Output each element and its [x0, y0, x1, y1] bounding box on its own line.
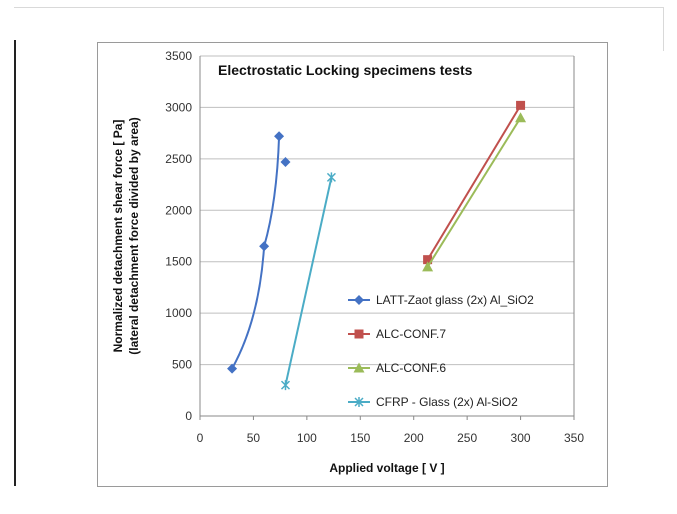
y-tick-label: 3500 [165, 49, 192, 63]
y-tick-label: 1500 [165, 255, 192, 269]
legend-marker [353, 362, 365, 373]
data-point [423, 255, 433, 265]
data-point [326, 172, 336, 183]
y-tick-label: 1000 [165, 306, 192, 320]
left-border-line [14, 40, 16, 486]
x-tick-label: 50 [247, 431, 261, 445]
y-tick-label: 2500 [165, 152, 192, 166]
y-axis-label-line2: (lateral detachment force divided by are… [127, 117, 141, 354]
y-tick-label: 2000 [165, 203, 192, 217]
series-layer [227, 100, 527, 391]
chart-frame [97, 42, 608, 487]
top-border-line [14, 7, 664, 8]
series-line [284, 177, 333, 386]
series-line [426, 117, 522, 268]
x-tick-label: 300 [511, 431, 531, 445]
data-point [280, 380, 291, 391]
legend: LATT-Zaot glass (2x) Al_SiO2 ALC-CONF.7 AL… [348, 293, 534, 409]
legend-label: ALC-CONF.7 [376, 327, 446, 341]
data-point [259, 241, 270, 252]
y-tick-label: 3000 [165, 100, 192, 114]
data-point [227, 363, 238, 374]
x-tick-label: 250 [457, 431, 477, 445]
x-tick-label: 100 [297, 431, 317, 445]
x-tick-label: 350 [564, 431, 584, 445]
right-border-line [663, 7, 664, 51]
series-1 [423, 100, 526, 265]
series-2 [422, 112, 527, 272]
y-tick-label: 500 [172, 358, 192, 372]
legend-marker [354, 329, 364, 339]
x-tick-label: 200 [404, 431, 424, 445]
data-point [515, 112, 527, 123]
legend-marker [354, 397, 364, 407]
legend-label: ALC-CONF.6 [376, 361, 446, 375]
legend-label: LATT-Zaot glass (2x) Al_SiO2 [376, 293, 534, 307]
x-tick-label: 0 [197, 431, 204, 445]
x-tick-label: 150 [350, 431, 370, 445]
series-0 [227, 131, 291, 374]
data-point [516, 100, 526, 110]
series-3 [280, 172, 336, 391]
data-point [422, 261, 434, 272]
y-axis-label-line1: Normalized detachment shear force [ Pa] [111, 120, 125, 353]
series-line [231, 136, 281, 370]
legend-marker [354, 295, 364, 305]
gridlines [199, 55, 575, 417]
legend-label: CFRP - Glass (2x) Al-SiO2 [376, 395, 518, 409]
chart-title: Electrostatic Locking specimens tests [218, 62, 473, 78]
y-tick-label: 0 [185, 409, 192, 423]
data-point [280, 156, 291, 167]
tick-labels: 0 500 1000 1500 2000 2500 3000 3500 0 50 100 150 200… [165, 49, 584, 445]
x-axis-label: Applied voltage [ V ] [329, 461, 444, 475]
data-point [274, 131, 285, 142]
series-line [426, 104, 522, 261]
